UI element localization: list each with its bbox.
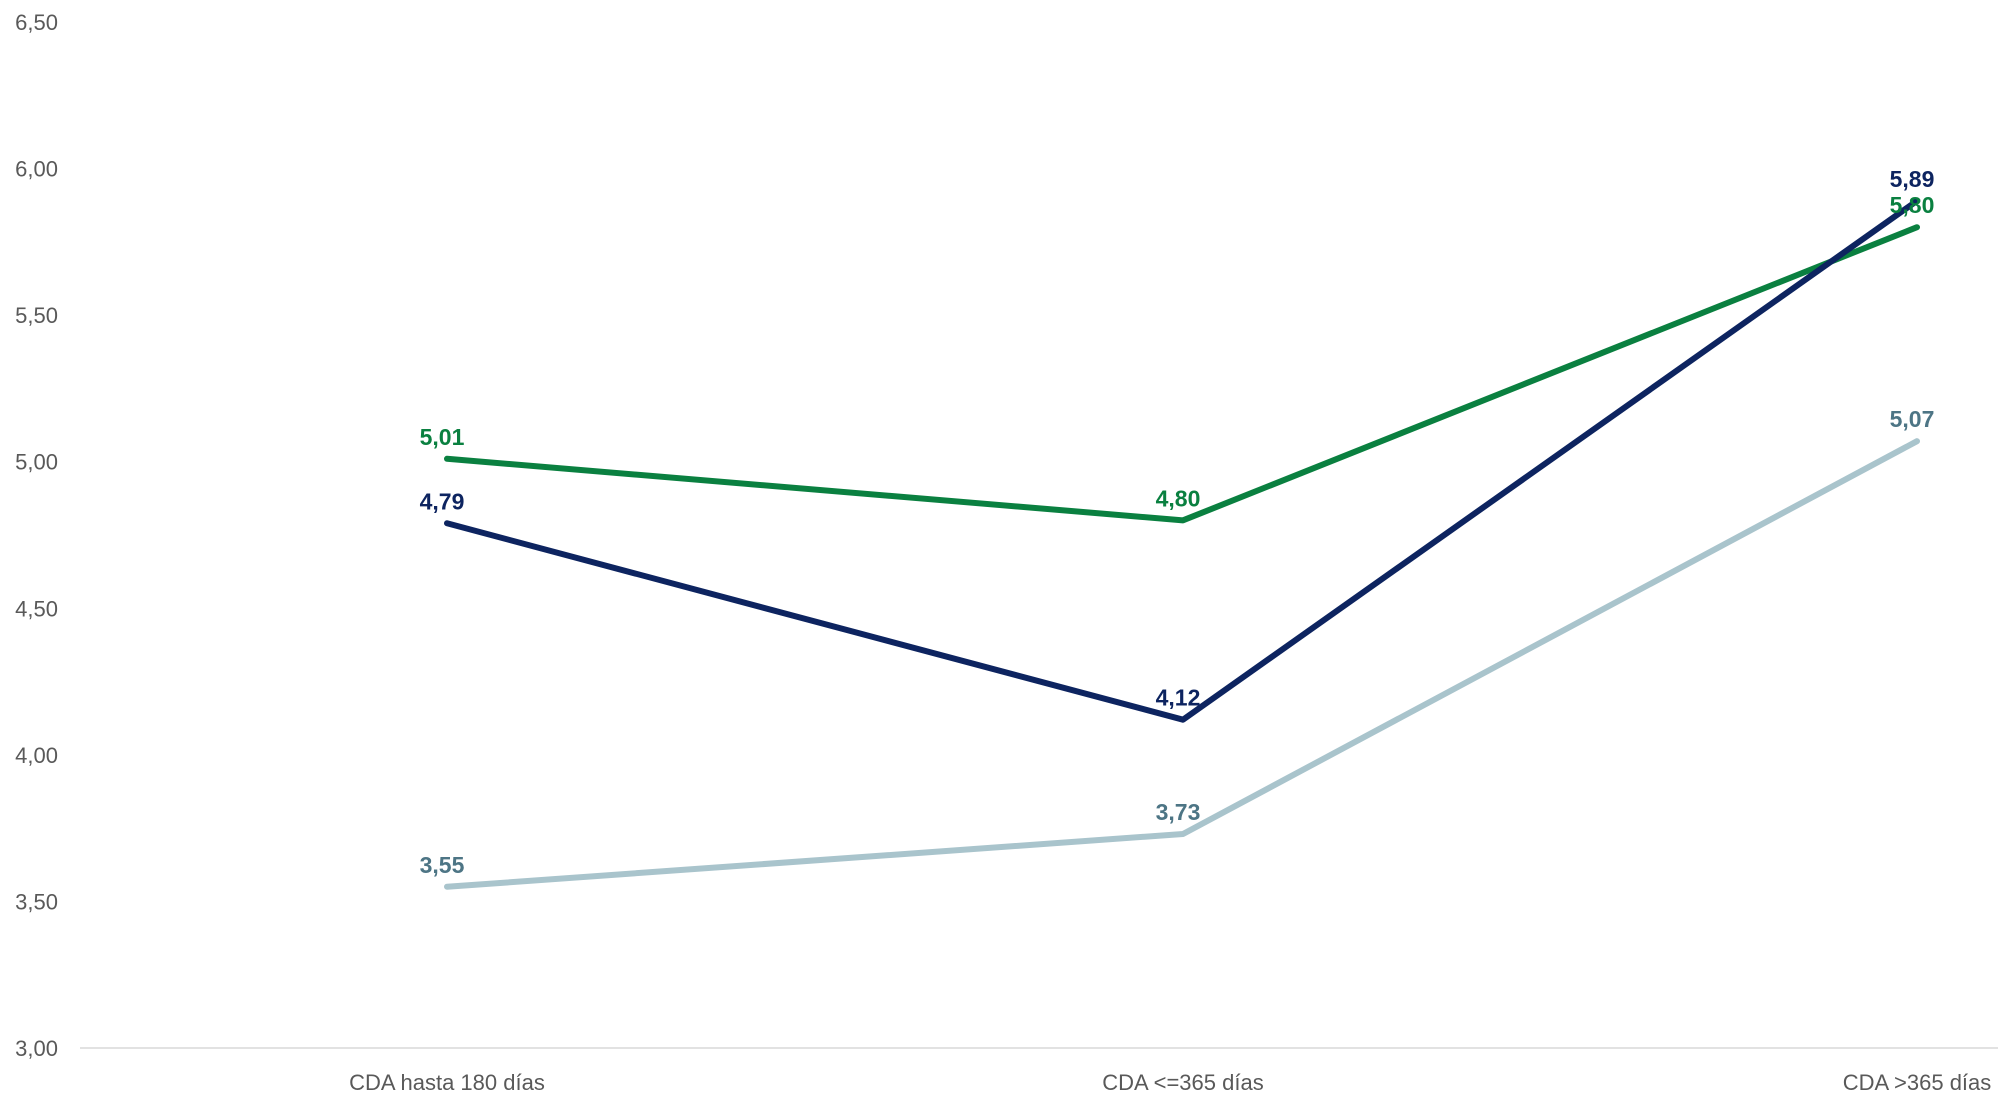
x-tick-label: CDA hasta 180 días	[349, 1070, 545, 1095]
data-label: 3,55	[420, 852, 465, 878]
y-tick-label: 4,50	[15, 596, 58, 621]
data-label: 4,80	[1156, 485, 1201, 511]
y-tick-label: 4,00	[15, 743, 58, 768]
x-axis: CDA hasta 180 días CDA <=365 días CDA >365…	[349, 1070, 1991, 1095]
series-line	[444, 438, 1920, 890]
data-label: 4,12	[1156, 685, 1201, 711]
data-label: 5,01	[420, 424, 465, 450]
series-line	[444, 224, 1920, 524]
data-label: 4,79	[420, 488, 465, 514]
y-tick-label: 5,00	[15, 450, 58, 475]
x-tick-label: CDA <=365 días	[1102, 1070, 1263, 1095]
y-tick-label: 6,00	[15, 157, 58, 182]
y-tick-label: 3,00	[15, 1036, 58, 1061]
data-label: 5,07	[1890, 406, 1935, 432]
y-tick-label: 5,50	[15, 303, 58, 328]
data-label: 5,89	[1890, 166, 1935, 192]
series-lines	[444, 197, 1920, 890]
y-tick-label: 6,50	[15, 10, 58, 35]
data-label: 3,73	[1156, 799, 1201, 825]
data-labels: 5,01 4,80 5,80 4,79 4,12 5,89 3,55 3,73 5,07	[420, 166, 1935, 878]
series-line	[444, 197, 1920, 723]
y-tick-label: 3,50	[15, 889, 58, 914]
y-axis: 3,00 3,50 4,00 4,50 5,00 5,50 6,00 6,50	[15, 10, 58, 1061]
data-label: 5,80	[1890, 192, 1935, 218]
x-tick-label: CDA >365 días	[1843, 1070, 1992, 1095]
